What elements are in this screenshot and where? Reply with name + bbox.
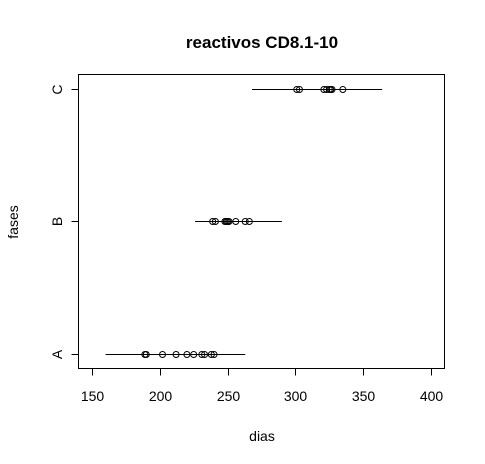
data-point bbox=[225, 218, 233, 225]
data-point bbox=[201, 351, 209, 358]
x-tick-label: 150 bbox=[81, 388, 105, 404]
data-point bbox=[142, 351, 150, 358]
y-tick-label: A bbox=[49, 349, 65, 359]
data-point bbox=[211, 218, 219, 225]
data-point bbox=[293, 86, 301, 93]
x-tick-label: 400 bbox=[420, 388, 444, 404]
y-axis: A B C bbox=[49, 84, 79, 359]
x-tick-label: 200 bbox=[149, 388, 173, 404]
data-point bbox=[232, 218, 240, 225]
y-tick-label: C bbox=[49, 84, 65, 94]
data-point bbox=[190, 351, 198, 358]
data-point bbox=[159, 351, 167, 358]
x-axis: 150 200 250 300 350 400 bbox=[81, 368, 444, 404]
y-tick-label: B bbox=[49, 217, 65, 226]
x-axis-label: dias bbox=[249, 428, 275, 444]
data-point bbox=[241, 218, 249, 225]
data-point bbox=[209, 218, 217, 225]
data-point bbox=[320, 86, 328, 93]
data-point bbox=[245, 218, 253, 225]
data-point bbox=[339, 86, 347, 93]
x-tick-label: 250 bbox=[217, 388, 241, 404]
data-point bbox=[323, 86, 331, 93]
data-point bbox=[328, 86, 336, 93]
data-point bbox=[183, 351, 191, 358]
x-tick-label: 350 bbox=[352, 388, 376, 404]
x-tick-label: 300 bbox=[284, 388, 308, 404]
chart-title: reactivos CD8.1-10 bbox=[186, 33, 338, 52]
data-point bbox=[295, 86, 303, 93]
data-point bbox=[172, 351, 180, 358]
y-axis-label: fases bbox=[5, 205, 21, 238]
data-point bbox=[198, 351, 206, 358]
data-point bbox=[207, 351, 215, 358]
data-marks bbox=[105, 86, 383, 358]
data-point bbox=[210, 351, 218, 358]
